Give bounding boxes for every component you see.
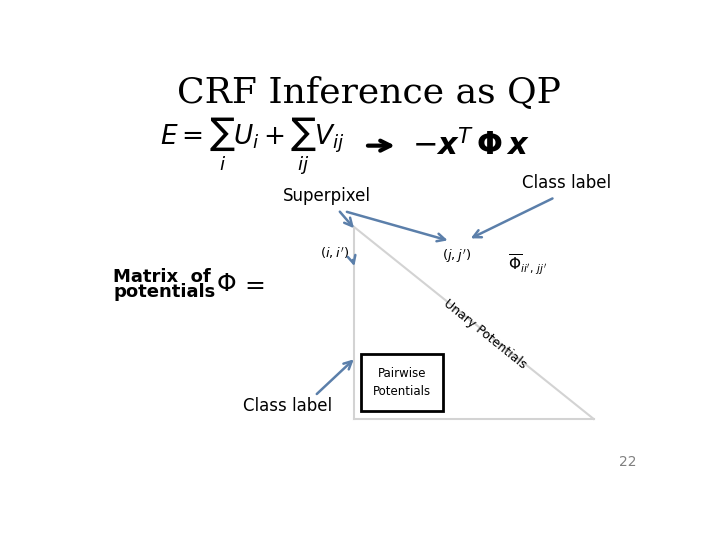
Text: $-\boldsymbol{x}^T\,\mathbf{\Phi}\,\boldsymbol{x}$: $-\boldsymbol{x}^T\,\mathbf{\Phi}\,\bold…	[412, 130, 529, 162]
Text: $(i,i')$: $(i,i')$	[320, 246, 350, 261]
Text: $=$: $=$	[240, 272, 265, 296]
Text: Class label: Class label	[243, 397, 332, 415]
Text: Superpixel: Superpixel	[282, 187, 370, 205]
Text: Matrix  of: Matrix of	[113, 267, 211, 286]
Text: $\Phi$: $\Phi$	[215, 272, 235, 296]
Text: 22: 22	[619, 455, 636, 469]
Text: $E = \sum_i U_i + \sum_{ij} V_{ij}$: $E = \sum_i U_i + \sum_{ij} V_{ij}$	[160, 115, 345, 177]
Text: Class label: Class label	[522, 174, 611, 192]
Text: $\overline{\Phi}_{ii',\,jj'}$: $\overline{\Phi}_{ii',\,jj'}$	[508, 253, 547, 277]
Text: potentials: potentials	[113, 283, 215, 301]
Bar	[361, 354, 443, 411]
Text: Unary Potentials: Unary Potentials	[441, 297, 529, 372]
Text: CRF Inference as QP: CRF Inference as QP	[177, 76, 561, 110]
Text: Pairwise
Potentials: Pairwise Potentials	[373, 367, 431, 398]
Text: $(j, j')$: $(j, j')$	[442, 247, 471, 265]
